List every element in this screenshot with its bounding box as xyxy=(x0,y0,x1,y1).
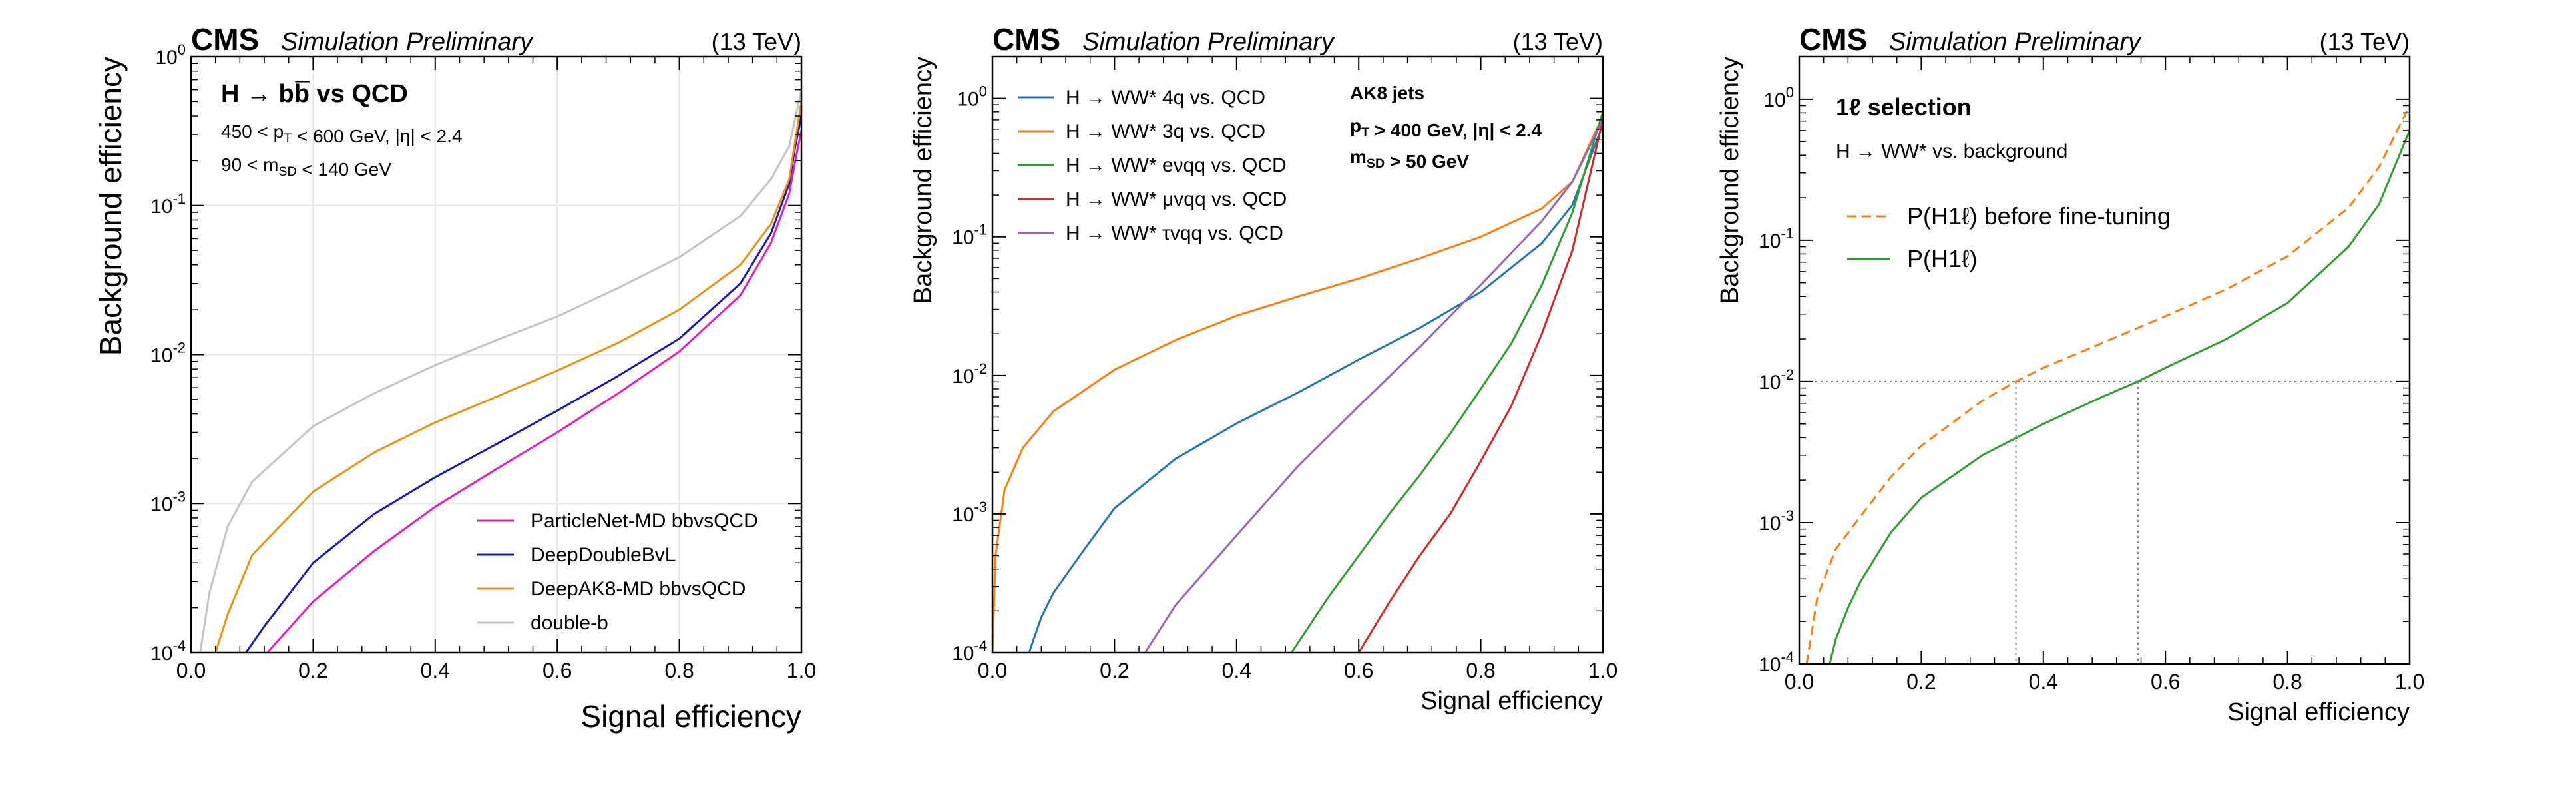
legend-label-2: DeepDoubleBvL xyxy=(531,544,676,566)
y-tick-label: 10-1 xyxy=(952,222,987,249)
y-tick-label: 10-3 xyxy=(1759,507,1794,535)
energy-label: (13 TeV) xyxy=(2320,28,2410,55)
chart-panel-3: 0.0 0.2 0.4 0.6 0.8 1.0 10-4 10-3 10-2 10-1 100CMS… xyxy=(1716,22,2424,726)
annotation-process: H → WW* vs. background xyxy=(1836,140,2067,162)
y-tick-label: 100 xyxy=(957,83,987,111)
annotation-mass-range: 90 < mSD < 140 GeV xyxy=(221,154,391,180)
x-tick-label: 0.8 xyxy=(664,659,694,682)
series-line-1 xyxy=(1805,105,2410,664)
y-tick-label: 10-2 xyxy=(952,360,987,388)
x-tick-label: 0.0 xyxy=(1785,670,1814,694)
x-tick-label: 1.0 xyxy=(2395,670,2424,694)
legend-label-3: H → WW* eνqq vs. QCD xyxy=(1066,154,1287,176)
chart-panel-1: 0.0 0.2 0.4 0.6 0.8 1.0 10-4 10-3 10-2 10-1 100 CMS… xyxy=(93,22,816,734)
x-tick-label: 0.8 xyxy=(1466,659,1495,682)
annotation-selection: 1ℓ selection xyxy=(1836,93,1972,121)
legend-label-1: H → WW* 4q vs. QCD xyxy=(1066,87,1265,109)
legend-label-2: P(H1ℓ) xyxy=(1907,245,1978,272)
x-tick-label: 0.0 xyxy=(176,659,206,682)
annotation-pt-range: 450 < pT < 600 GeV, |η| < 2.4 xyxy=(221,121,463,146)
energy-label: (13 TeV) xyxy=(712,28,801,55)
x-tick-label: 0.2 xyxy=(1100,659,1129,682)
legend-label-3: DeepAK8-MD bbvsQCD xyxy=(531,578,746,600)
series-line-5 xyxy=(1144,119,1603,653)
x-tick-label: 0.8 xyxy=(2272,670,2302,694)
y-tick-label: 10-4 xyxy=(1759,649,1794,676)
annotation-process: H → bb̅ vs QCD xyxy=(221,80,408,108)
x-tick-label: 0.6 xyxy=(542,659,572,682)
y-axis-label: Background efficiency xyxy=(909,57,937,304)
series-line-2 xyxy=(992,115,1603,653)
x-tick-label: 0.4 xyxy=(1222,659,1251,682)
plot-frame xyxy=(991,55,1604,654)
annotation-mass-cut: mSD > 50 GeV xyxy=(1350,146,1469,172)
x-tick-label: 0.2 xyxy=(298,659,327,682)
legend-label-4: double-b xyxy=(531,612,608,634)
y-tick-label: 10-4 xyxy=(952,637,987,665)
x-tick-label: 0.0 xyxy=(978,659,1007,682)
series-line-3 xyxy=(1291,111,1603,653)
x-tick-label: 0.6 xyxy=(1344,659,1373,682)
simulation-preliminary-label: Simulation Preliminary xyxy=(281,28,534,56)
y-tick-label: 10-1 xyxy=(1759,225,1794,252)
plot-frame xyxy=(1798,55,2411,665)
series-line-1 xyxy=(1028,124,1603,653)
x-tick-label: 1.0 xyxy=(787,659,816,682)
series-line-2 xyxy=(245,115,801,653)
simulation-preliminary-label: Simulation Preliminary xyxy=(1889,28,2142,56)
simulation-preliminary-label: Simulation Preliminary xyxy=(1082,28,1335,56)
curves xyxy=(199,89,801,653)
curves xyxy=(1805,105,2410,664)
curves xyxy=(992,111,1603,653)
x-tick-label: 0.4 xyxy=(421,659,450,682)
legend-label-5: H → WW* τvqq vs. QCD xyxy=(1066,222,1283,244)
legend-label-1: P(H1ℓ) before fine-tuning xyxy=(1907,202,2171,230)
legend-label-2: H → WW* 3q vs. QCD xyxy=(1066,121,1265,142)
y-tick-label: 10-1 xyxy=(150,190,186,218)
chart-panel-2: 0.0 0.2 0.4 0.6 0.8 1.0 10-4 10-3 10-2 10-1 100CMS… xyxy=(909,22,1617,715)
annotation-pt-cut: pT > 400 GeV, |η| < 2.4 xyxy=(1350,115,1542,140)
series-line-4 xyxy=(1357,119,1603,653)
y-tick-label: 10-2 xyxy=(150,340,186,367)
x-axis-label: Signal efficiency xyxy=(2227,698,2410,726)
cms-label: CMS xyxy=(992,22,1060,57)
annotation-jets: AK8 jets xyxy=(1350,83,1424,103)
x-tick-label: 0.2 xyxy=(1906,670,1936,694)
y-axis-label: Background efficiency xyxy=(1716,57,1744,304)
cms-label: CMS xyxy=(191,22,259,57)
y-tick-label: 10-3 xyxy=(952,499,987,526)
y-tick-label: 10-2 xyxy=(1759,366,1794,394)
y-tick-label: 10-4 xyxy=(150,637,186,665)
series-line-3 xyxy=(214,101,801,653)
x-tick-label: 0.6 xyxy=(2151,670,2180,694)
cms-label: CMS xyxy=(1799,22,1867,57)
series-line-4 xyxy=(199,89,801,653)
x-axis-label: Signal efficiency xyxy=(580,699,801,734)
x-tick-label: 1.0 xyxy=(1588,659,1617,682)
y-tick-label: 10-3 xyxy=(150,488,186,515)
legend-label-4: H → WW* μvqq vs. QCD xyxy=(1066,188,1287,210)
y-tick-label: 100 xyxy=(1763,84,1794,111)
x-axis-label: Signal efficiency xyxy=(1420,687,1603,715)
legend-label-1: ParticleNet-MD bbvsQCD xyxy=(531,510,758,532)
series-line-2 xyxy=(1828,130,2410,664)
x-tick-label: 0.4 xyxy=(2029,670,2058,694)
y-tick-label: 100 xyxy=(155,41,186,69)
y-axis-label: Background efficiency xyxy=(93,57,128,356)
energy-label: (13 TeV) xyxy=(1513,28,1603,55)
series-line-1 xyxy=(266,130,801,653)
